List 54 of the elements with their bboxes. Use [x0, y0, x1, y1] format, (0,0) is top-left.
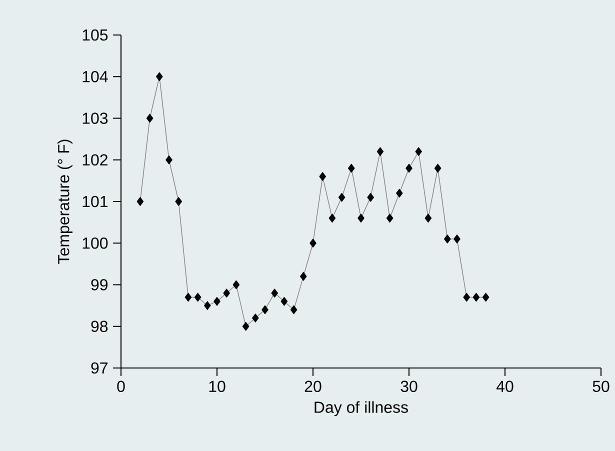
point — [194, 292, 202, 302]
point — [166, 155, 172, 164]
y-tick-label: 98 — [91, 320, 108, 332]
point — [223, 288, 230, 298]
point — [328, 214, 336, 223]
point — [434, 164, 442, 173]
point — [204, 301, 211, 310]
point — [406, 164, 412, 173]
point — [396, 188, 403, 198]
y-axis-title: Temperature (° F) — [58, 140, 72, 264]
point — [232, 280, 240, 290]
point — [184, 292, 192, 302]
x-tick-label: 30 — [400, 380, 418, 392]
x-axis-title: Day of illness — [314, 401, 408, 416]
point — [482, 292, 490, 302]
x-tick-label: 40 — [496, 380, 514, 392]
point — [415, 147, 422, 156]
point — [319, 172, 326, 181]
y-tick-label: 100 — [82, 237, 108, 249]
point — [290, 305, 298, 314]
point — [175, 197, 182, 206]
point — [348, 164, 355, 173]
point — [242, 322, 250, 331]
x-tick-label: 20 — [304, 380, 322, 392]
x-tick-label: 50 — [592, 380, 610, 392]
point — [444, 234, 451, 244]
y-tick-label: 103 — [82, 112, 108, 124]
point — [280, 297, 288, 306]
point — [156, 72, 163, 82]
y-tick-label: 99 — [91, 279, 108, 290]
y-tick-label: 101 — [82, 196, 108, 208]
point — [136, 197, 144, 206]
point — [358, 214, 364, 223]
x-tick-label: 0 — [117, 380, 125, 392]
y-tick-label: 105 — [82, 29, 108, 41]
point — [367, 192, 374, 202]
point — [310, 238, 316, 248]
point — [252, 314, 259, 322]
point — [300, 272, 307, 281]
point — [214, 297, 220, 306]
point — [338, 192, 346, 202]
point — [454, 234, 460, 244]
y-tick-label: 102 — [82, 154, 108, 166]
point — [463, 292, 470, 302]
point — [424, 214, 432, 223]
y-tick-label: 104 — [82, 70, 108, 82]
point — [262, 305, 268, 314]
point — [376, 147, 384, 156]
point — [146, 114, 154, 123]
x-tick-label: 10 — [209, 380, 226, 392]
point — [271, 288, 278, 298]
point — [386, 214, 394, 223]
y-tick-label: 97 — [91, 362, 108, 374]
point — [472, 292, 480, 302]
